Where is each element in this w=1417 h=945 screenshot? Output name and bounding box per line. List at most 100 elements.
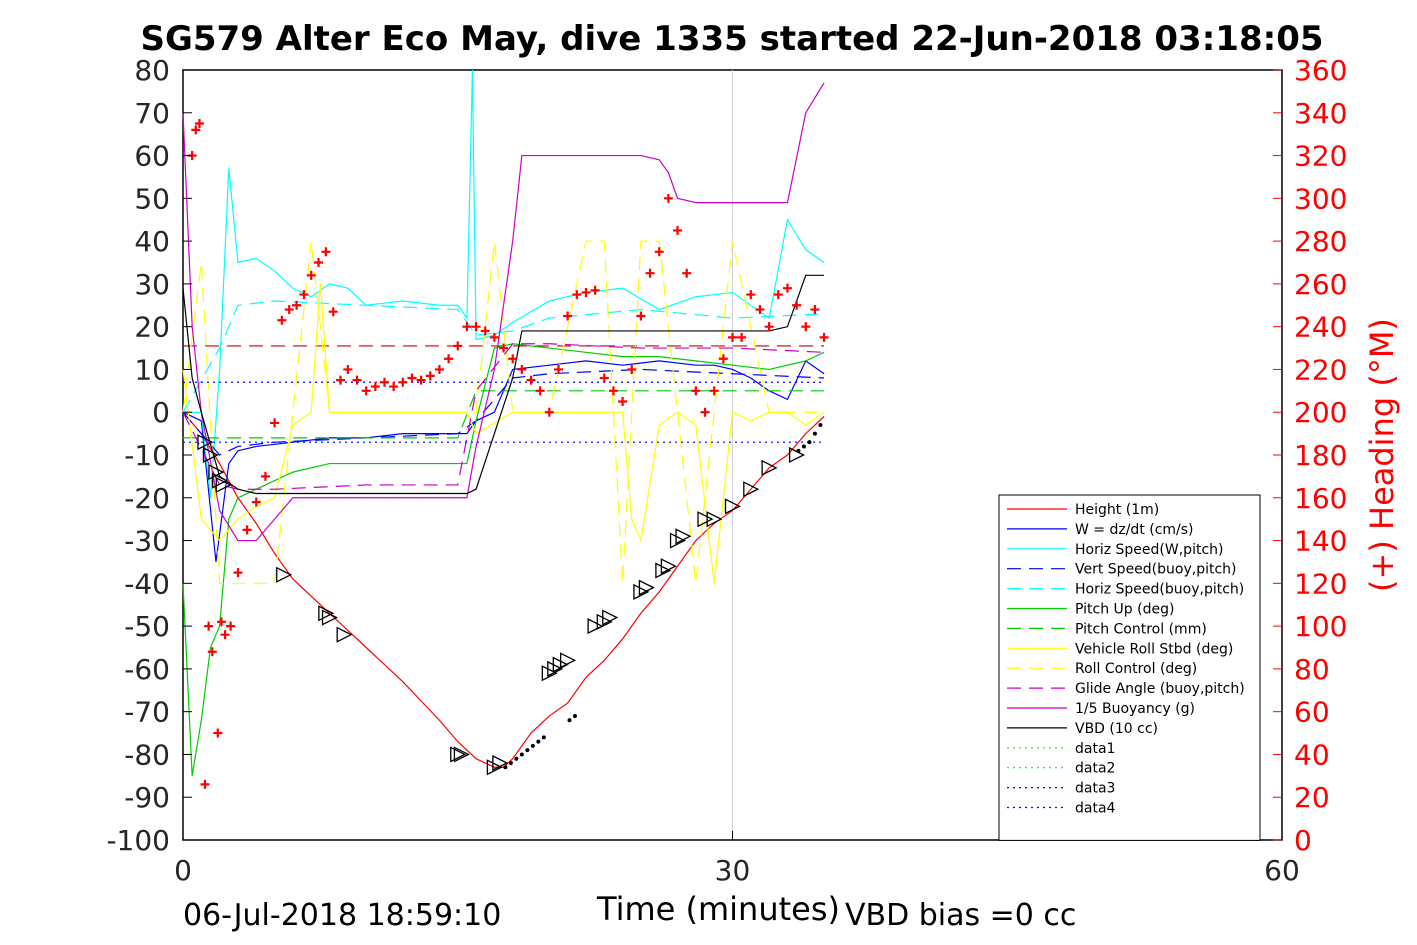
heading-marker <box>810 305 820 315</box>
legend-label: W = dz/dt (cm/s) <box>1075 522 1194 538</box>
legend-label: Roll Control (deg) <box>1075 661 1197 677</box>
heading-marker <box>213 728 223 738</box>
triangle-marker <box>321 609 338 626</box>
legend-label: Horiz Speed(buoy,pitch) <box>1075 582 1244 598</box>
heading-marker <box>277 315 287 325</box>
heading-marker <box>792 300 802 310</box>
dot-marker <box>536 739 541 744</box>
heading-marker <box>284 305 294 315</box>
heading-marker <box>251 497 261 507</box>
legend-label: Vert Speed(buoy,pitch) <box>1075 562 1237 578</box>
dot-marker <box>796 448 801 453</box>
y2-tick-label: 320 <box>1294 140 1347 173</box>
heading-marker <box>691 386 701 396</box>
y2-tick-label: 140 <box>1294 525 1347 558</box>
heading-marker <box>226 621 236 631</box>
legend-label: 1/5 Buoyancy (g) <box>1075 701 1195 717</box>
x-axis-label: Time (minutes) <box>597 890 840 928</box>
triangle-marker <box>202 446 219 464</box>
heading-marker <box>416 375 426 385</box>
triangle-marker <box>697 511 714 528</box>
y2-tick-label: 60 <box>1294 696 1330 729</box>
y2-tick-label: 220 <box>1294 353 1347 386</box>
legend-label: Height (1m) <box>1075 502 1159 518</box>
heading-marker <box>508 354 518 364</box>
y-tick-label: 80 <box>134 54 170 87</box>
x-tick-label: 60 <box>1264 854 1300 887</box>
series-lines <box>182 69 825 776</box>
series-line-pitch-up-deg <box>182 343 825 776</box>
heading-marker <box>370 382 380 392</box>
heading-marker <box>737 332 747 342</box>
heading-marker <box>453 341 463 351</box>
triangle-marker <box>276 566 293 583</box>
legend-label: Vehicle Roll Stbd (deg) <box>1075 641 1233 657</box>
y-tick-label: 0 <box>152 396 170 429</box>
y2-tick-label: 340 <box>1294 97 1347 130</box>
heading-marker <box>407 373 417 383</box>
heading-marker <box>425 371 435 381</box>
chart-title: SG579 Alter Eco May, dive 1335 started 2… <box>140 19 1323 59</box>
triangle-marker <box>450 746 467 763</box>
heading-marker <box>314 258 324 267</box>
y2-axis-label: (+) Heading (°M) <box>1363 318 1401 592</box>
heading-marker <box>336 375 346 385</box>
triangle-marker <box>743 481 760 498</box>
heading-marker <box>444 354 454 364</box>
footer-timestamp: 06-Jul-2018 18:59:10 <box>183 898 502 933</box>
heading-marker <box>242 525 252 535</box>
heading-marker <box>746 290 756 300</box>
triangle-marker <box>633 583 650 600</box>
heading-marker <box>709 386 719 396</box>
heading-marker <box>563 311 573 321</box>
y2-tick-label: 80 <box>1294 653 1330 686</box>
dot-marker <box>525 748 530 753</box>
triangle-marker <box>541 665 558 682</box>
triangle-marker <box>336 626 353 643</box>
heading-marker <box>379 377 389 387</box>
series-line-pitch-control-mm <box>183 390 825 439</box>
y-tick-label: -40 <box>124 567 170 600</box>
triangle-marker <box>197 434 214 451</box>
series-line-1-5-buoyancy-g <box>182 82 825 542</box>
dot-markers <box>503 423 823 770</box>
heading-marker <box>654 247 664 257</box>
y2-tick-label: 120 <box>1294 567 1347 600</box>
y-tick-label: 40 <box>134 225 170 258</box>
triangle-marker <box>486 759 503 776</box>
heading-marker <box>764 322 774 332</box>
series-line-horiz-speed-w-pitch <box>183 69 825 498</box>
triangle-marker <box>675 528 692 545</box>
dot-marker <box>541 735 546 740</box>
dot-marker <box>567 718 572 723</box>
heading-marker <box>361 386 371 396</box>
y2-tick-label: 280 <box>1294 225 1347 258</box>
y-tick-label: -30 <box>124 525 170 558</box>
heading-marker <box>608 386 618 396</box>
dot-marker <box>572 713 577 718</box>
heading-marker <box>673 225 683 235</box>
series-line-vehicle-roll-stbd-deg <box>182 283 825 584</box>
legend-label: Pitch Up (deg) <box>1075 602 1174 618</box>
legend-label: Glide Angle (buoy,pitch) <box>1075 681 1245 697</box>
heading-marker <box>292 300 302 310</box>
heading-marker <box>663 193 673 203</box>
y-tick-label: -90 <box>124 781 170 814</box>
heading-marker <box>389 382 399 392</box>
heading-marker <box>801 322 811 332</box>
x-tick-label: 30 <box>715 854 751 887</box>
heading-marker <box>627 364 637 374</box>
y2-tick-label: 200 <box>1294 396 1347 429</box>
heading-marker <box>321 247 331 257</box>
legend-label: data1 <box>1075 741 1115 757</box>
legend-label: data4 <box>1075 801 1116 817</box>
heading-marker <box>499 343 509 353</box>
y2-tick-label: 100 <box>1294 610 1347 643</box>
triangle-marker <box>724 498 741 515</box>
series-line-vbd-10-cc <box>182 274 825 495</box>
y2-tick-label: 180 <box>1294 439 1347 472</box>
y-tick-label: -60 <box>124 653 170 686</box>
y-tick-label: 10 <box>134 353 170 386</box>
triangle-marker <box>660 558 677 575</box>
heading-marker <box>260 471 270 481</box>
